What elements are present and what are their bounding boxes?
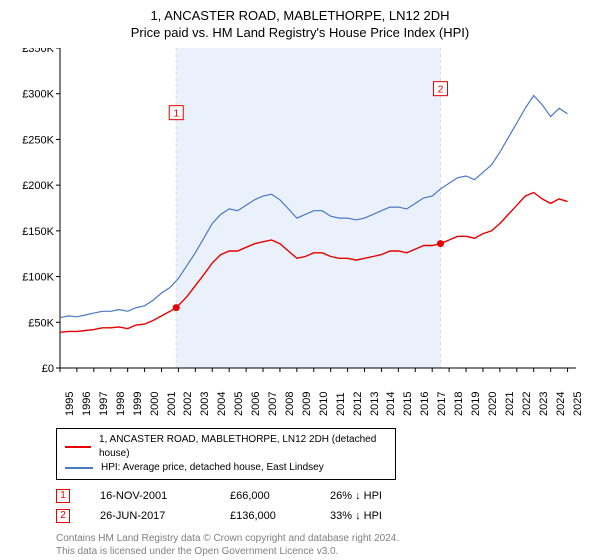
x-tick-label: 2010 [318, 391, 330, 415]
x-tick-label: 2020 [487, 391, 499, 415]
x-tick-label: 2019 [470, 391, 482, 415]
x-tick-label: 2024 [555, 391, 567, 415]
x-axis-labels: 1995 1996 1997 1998 1999 2000 2001 2002 2003 2004… [60, 382, 576, 432]
svg-text:1: 1 [173, 108, 179, 119]
event-price: £66,000 [230, 490, 300, 502]
event-date: 26-JUN-2017 [100, 510, 200, 522]
svg-text:£0: £0 [42, 363, 54, 375]
legend-swatch [65, 467, 93, 469]
x-tick-label: 2015 [402, 391, 414, 415]
svg-text:£350K: £350K [22, 48, 54, 55]
x-tick-label: 1995 [64, 391, 76, 415]
footer-line1: Contains HM Land Registry data © Crown c… [56, 532, 588, 545]
event-pct: 26% ↓ HPI [330, 490, 460, 502]
event-badge: 1 [56, 489, 70, 503]
x-tick-label: 2006 [250, 391, 262, 415]
legend-row: 1, ANCASTER ROAD, MABLETHORPE, LN12 2DH … [65, 433, 387, 461]
svg-text:£150K: £150K [22, 226, 54, 238]
event-row: 1 16-NOV-2001 £66,000 26% ↓ HPI [56, 486, 588, 506]
x-tick-label: 1999 [132, 391, 144, 415]
x-tick-label: 2003 [199, 391, 211, 415]
x-tick-label: 2025 [572, 391, 584, 415]
event-badge: 2 [56, 509, 70, 523]
x-tick-label: 2008 [284, 391, 296, 415]
x-tick-label: 2021 [504, 391, 516, 415]
x-tick-label: 2012 [352, 391, 364, 415]
legend-label: 1, ANCASTER ROAD, MABLETHORPE, LN12 2DH … [99, 433, 387, 461]
events-table: 1 16-NOV-2001 £66,000 26% ↓ HPI 2 26-JUN-2017… [56, 486, 588, 526]
x-tick-label: 2014 [385, 391, 397, 415]
svg-text:£100K: £100K [22, 271, 54, 283]
x-tick-label: 2002 [182, 391, 194, 415]
x-tick-label: 1998 [115, 391, 127, 415]
x-tick-label: 1997 [98, 391, 110, 415]
plot-svg: £0 £50K £100K £150K £200K £250K £300K £350K 1 2 [16, 48, 576, 380]
svg-text:2: 2 [438, 84, 444, 95]
x-tick-label: 2016 [419, 391, 431, 415]
svg-text:£200K: £200K [22, 180, 54, 192]
event-pct: 33% ↓ HPI [330, 510, 460, 522]
x-tick-label: 2004 [216, 391, 228, 415]
chart-title: 1, ANCASTER ROAD, MABLETHORPE, LN12 2DH [12, 8, 588, 25]
svg-text:£250K: £250K [22, 134, 54, 146]
legend-label: HPI: Average price, detached house, East… [101, 461, 324, 475]
x-tick-label: 2009 [301, 391, 313, 415]
x-tick-label: 2018 [453, 391, 465, 415]
footer-line2: This data is licensed under the Open Gov… [56, 545, 588, 558]
x-tick-label: 2000 [149, 391, 161, 415]
title-block: 1, ANCASTER ROAD, MABLETHORPE, LN12 2DH … [12, 8, 588, 42]
event-price: £136,000 [230, 510, 300, 522]
svg-text:£300K: £300K [22, 88, 54, 100]
x-tick-label: 2011 [335, 392, 347, 416]
x-tick-label: 1996 [81, 391, 93, 415]
x-tick-label: 2013 [369, 391, 381, 415]
chart-subtitle: Price paid vs. HM Land Registry's House … [12, 25, 588, 42]
x-tick-label: 2007 [267, 391, 279, 415]
chart-container: 1, ANCASTER ROAD, MABLETHORPE, LN12 2DH … [0, 0, 600, 560]
x-tick-label: 2001 [166, 391, 178, 415]
x-tick-label: 2022 [521, 391, 533, 415]
legend-row: HPI: Average price, detached house, East… [65, 461, 387, 475]
legend-swatch [65, 446, 91, 448]
event-date: 16-NOV-2001 [100, 490, 200, 502]
x-tick-label: 2017 [436, 391, 448, 415]
x-tick-label: 2023 [538, 391, 550, 415]
x-tick-label: 2005 [233, 391, 245, 415]
svg-text:£50K: £50K [28, 317, 54, 329]
footer-attribution: Contains HM Land Registry data © Crown c… [56, 532, 588, 558]
plot-area: £0 £50K £100K £150K £200K £250K £300K £350K 1 2 1… [16, 48, 576, 380]
legend: 1, ANCASTER ROAD, MABLETHORPE, LN12 2DH … [56, 428, 396, 480]
event-row: 2 26-JUN-2017 £136,000 33% ↓ HPI [56, 506, 588, 526]
